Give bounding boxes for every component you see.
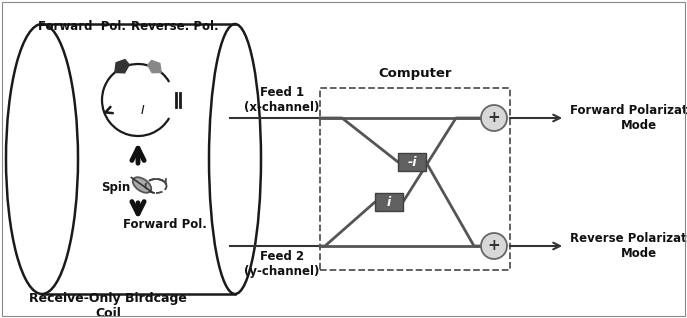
Text: +: + bbox=[488, 110, 500, 126]
Text: Forward  Pol.: Forward Pol. bbox=[38, 19, 126, 32]
Circle shape bbox=[481, 233, 507, 259]
Text: Forward Pol.: Forward Pol. bbox=[123, 218, 207, 232]
Polygon shape bbox=[115, 59, 129, 73]
Text: I: I bbox=[141, 103, 145, 116]
Text: Feed 2
(y-channel): Feed 2 (y-channel) bbox=[245, 250, 319, 278]
Text: Computer: Computer bbox=[379, 66, 452, 80]
Text: +: + bbox=[488, 238, 500, 253]
Circle shape bbox=[481, 105, 507, 131]
Ellipse shape bbox=[6, 24, 78, 294]
Text: Forward Polarization
Mode: Forward Polarization Mode bbox=[570, 104, 687, 132]
Text: -i: -i bbox=[407, 156, 417, 169]
Text: Reverse. Pol.: Reverse. Pol. bbox=[131, 19, 219, 32]
Text: i: i bbox=[387, 196, 391, 209]
Text: Receive-Only Birdcage
Coil: Receive-Only Birdcage Coil bbox=[29, 292, 187, 318]
FancyBboxPatch shape bbox=[375, 193, 403, 211]
Text: Spin: Spin bbox=[102, 182, 131, 195]
Text: Reverse Polarization
Mode: Reverse Polarization Mode bbox=[570, 232, 687, 260]
Ellipse shape bbox=[209, 24, 261, 294]
Bar bbox=[320, 88, 510, 270]
Polygon shape bbox=[148, 60, 161, 73]
Bar bbox=[42, 24, 235, 294]
FancyBboxPatch shape bbox=[398, 153, 426, 171]
Ellipse shape bbox=[133, 177, 151, 193]
Text: Feed 1
(x-channel): Feed 1 (x-channel) bbox=[245, 86, 319, 114]
